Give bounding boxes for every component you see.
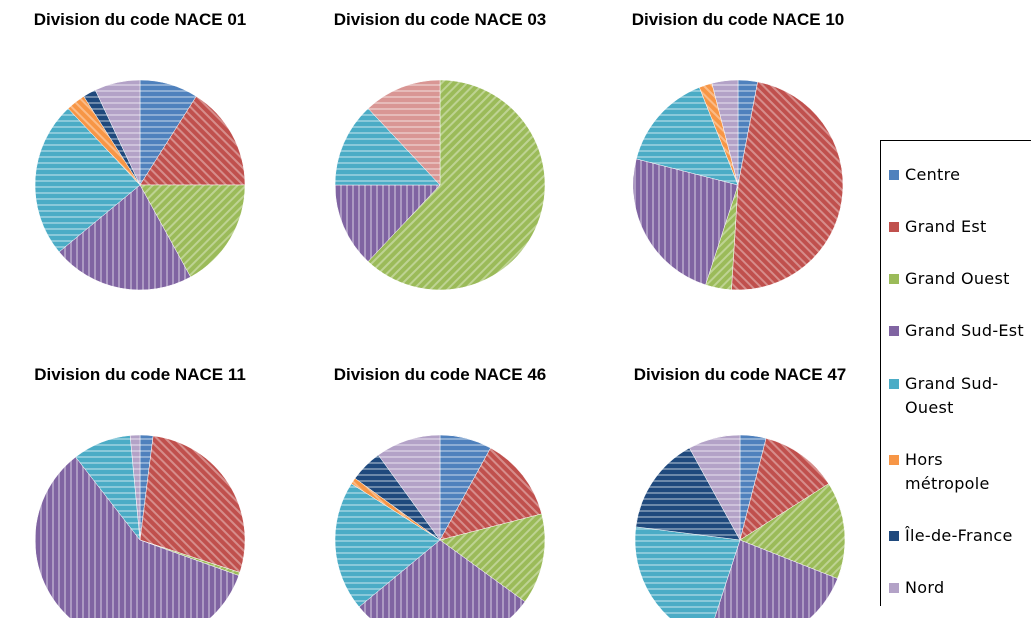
legend-swatch bbox=[889, 222, 899, 233]
legend-swatch bbox=[889, 274, 899, 285]
legend-swatch bbox=[889, 454, 899, 465]
pie-slice bbox=[334, 184, 441, 262]
legend-swatch bbox=[889, 530, 899, 541]
legend-item: Grand Ouest bbox=[889, 267, 1027, 291]
pie-slice bbox=[377, 434, 441, 541]
pie-slice bbox=[635, 447, 741, 541]
pie-slice bbox=[367, 79, 441, 186]
legend-label: Grand Sud-Ouest bbox=[905, 373, 999, 417]
legend: Centre Grand Est Grand Ouest Grand Sud-Est G… bbox=[880, 140, 1031, 606]
pie-slice bbox=[731, 81, 844, 291]
legend-label: Hors métropole bbox=[905, 449, 990, 493]
pie-slice bbox=[714, 539, 838, 618]
legend-swatch bbox=[889, 582, 899, 593]
legend-item: Grand Sud-Ouest bbox=[889, 372, 1027, 420]
legend-item: Grand Sud-Est bbox=[889, 319, 1027, 343]
pie-slice bbox=[739, 437, 829, 541]
chart-title: Division du code NACE 47 bbox=[634, 365, 847, 384]
legend-label: Centre bbox=[905, 165, 961, 184]
pies: Division du code NACE 01 Division du code… bbox=[34, 10, 847, 618]
pie-slice bbox=[689, 434, 741, 541]
legend-swatch bbox=[889, 378, 899, 389]
pie-slice bbox=[358, 539, 526, 618]
chart-title: Division du code NACE 46 bbox=[334, 365, 547, 384]
legend-item: Nord bbox=[889, 576, 1027, 600]
pie-slice bbox=[129, 434, 141, 541]
legend-item: Centre bbox=[889, 163, 1027, 187]
legend-swatch bbox=[889, 326, 899, 337]
pie-slice bbox=[139, 96, 246, 186]
legend-label: Grand Sud-Est bbox=[905, 321, 1025, 341]
pie-slice bbox=[94, 79, 141, 186]
pie-slice bbox=[739, 483, 846, 579]
legend-label: Grand Est bbox=[905, 217, 987, 237]
legend-label: Nord bbox=[905, 577, 945, 597]
pie-slice bbox=[634, 526, 741, 618]
pie-slice bbox=[632, 158, 739, 286]
chart-title: Division du code NACE 03 bbox=[334, 10, 547, 29]
legend-swatch bbox=[889, 170, 899, 180]
pie-slice bbox=[34, 456, 240, 618]
pie-slice bbox=[439, 447, 543, 541]
chart-title: Division du code NACE 11 bbox=[34, 365, 246, 384]
legend-item: Île-de-France bbox=[889, 524, 1027, 548]
chart-title: Division du code NACE 10 bbox=[632, 10, 845, 29]
pie-slice bbox=[439, 513, 546, 603]
legend-label: Grand Ouest bbox=[905, 269, 1010, 289]
chart-title: Division du code NACE 01 bbox=[34, 10, 247, 29]
pie-slice bbox=[334, 108, 441, 186]
pie-slice bbox=[635, 87, 739, 186]
pie-slice bbox=[34, 108, 141, 253]
pie-slice bbox=[58, 184, 191, 291]
pie-slice bbox=[367, 79, 546, 291]
pie-slice bbox=[711, 79, 739, 186]
legend-label: Île-de-France bbox=[905, 525, 1013, 545]
pie-slice bbox=[139, 184, 246, 278]
pie-slice bbox=[334, 483, 441, 608]
legend-item: Grand Est bbox=[889, 215, 1027, 239]
pie-slice bbox=[139, 435, 246, 573]
legend-item: Hors métropole bbox=[889, 448, 1027, 496]
